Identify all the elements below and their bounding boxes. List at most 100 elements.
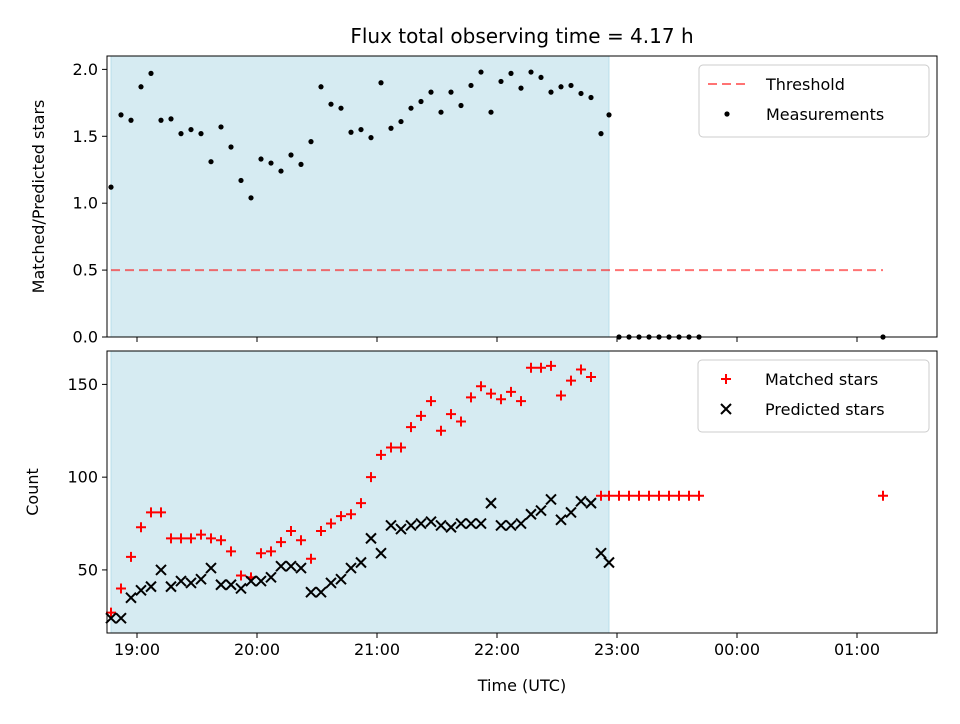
observing-window-shade: [110, 350, 610, 634]
x-tick-label: 22:00: [474, 640, 520, 659]
measurement-point: [498, 78, 504, 85]
measurement-point: [548, 89, 554, 95]
x-tick-label: 19:00: [114, 640, 160, 659]
predicted-star-point: [545, 493, 557, 506]
matched-star-point: [674, 490, 684, 501]
matched-star-point: [624, 490, 634, 501]
measurement-point: [198, 131, 204, 137]
predicted-star-point: [225, 579, 237, 591]
matched-star-point: [436, 425, 446, 436]
matched-star-point: [644, 490, 654, 501]
measurement-point: [428, 89, 434, 95]
measurement-point: [378, 80, 384, 86]
matched-star-point: [376, 449, 386, 460]
predicted-star-point: [295, 562, 307, 574]
predicted-star-point: [565, 506, 577, 519]
predicted-star-point: [525, 508, 537, 520]
legend-label: Measurements: [766, 105, 884, 124]
legend: Threshold Measurements: [698, 64, 930, 138]
predicted-star-point: [595, 547, 607, 559]
measurement-point: [328, 101, 334, 107]
x-tick-label: 21:00: [354, 640, 400, 659]
measurement-point: [108, 184, 114, 190]
measurement-point: [308, 139, 314, 145]
predicted-star-point: [445, 521, 457, 533]
predicted-star-point: [145, 580, 157, 593]
measurement-point: [528, 69, 534, 75]
matched-star-point: [366, 472, 376, 483]
plot-frame: [106, 350, 938, 634]
matched-star-point: [196, 529, 206, 540]
measurement-point: [218, 124, 224, 130]
measurement-point: [288, 152, 294, 158]
matched-star-point: [346, 509, 356, 520]
measurement-point: [178, 131, 184, 137]
panel-top: 0.0 0.5 1.0 1.5 2.0 Matched/Predicted stars Th…: [29, 55, 938, 347]
x-tick-label: 20:00: [234, 640, 280, 659]
matched-star-point: [316, 525, 326, 536]
predicted-star-point: [575, 495, 587, 507]
predicted-star-point: [485, 497, 497, 509]
matched-star-point: [664, 490, 674, 501]
matched-star-point: [556, 390, 566, 401]
matched-star-point: [426, 396, 436, 407]
predicted-star-point: [603, 556, 615, 569]
matched-star-point: [694, 490, 704, 501]
measurement-point: [148, 70, 154, 76]
matched-star-point: [406, 422, 416, 433]
matched-star-point: [476, 381, 486, 392]
measurement-point: [458, 102, 464, 109]
y-tick-label: 0.5: [73, 261, 98, 280]
panel-bottom: 50 100 150 19:00 20:00 21:00 22:00 23:00 00:00 01…: [23, 350, 938, 695]
measurement-point: [228, 144, 234, 150]
measurement-point: [388, 125, 394, 131]
predicted-star-point: [395, 523, 407, 535]
predicted-star-point: [465, 517, 477, 530]
predicted-star-point: [345, 562, 357, 574]
measurement-point: [188, 126, 194, 133]
predicted-star-point: [495, 519, 507, 532]
measurement-point: [578, 90, 584, 97]
predicted-star-point: [455, 517, 467, 530]
predicted-star-point: [515, 517, 527, 530]
y-tick-label: 1.5: [73, 127, 98, 146]
matched-star-point: [456, 416, 466, 427]
measurement-point: [348, 129, 354, 135]
matched-star-point: [684, 490, 694, 501]
legend-label: Matched stars: [765, 370, 878, 389]
y-axis-title: Count: [23, 468, 42, 516]
matched-star-point: [416, 410, 426, 421]
legend-predicted-swatch: [720, 403, 732, 415]
measurement-point: [488, 109, 494, 115]
matched-star-point: [266, 546, 276, 557]
matched-star-point: [526, 362, 536, 373]
measurement-point: [278, 168, 284, 174]
matched-star-point: [536, 362, 546, 373]
predicted-star-point: [435, 519, 447, 532]
plot-frame: [106, 55, 938, 338]
measurement-point: [118, 112, 124, 118]
predicted-star-point: [325, 577, 337, 589]
measurement-point: [478, 69, 484, 75]
matched-star-point: [286, 525, 296, 536]
matched-star-point: [356, 498, 366, 509]
measurement-point: [468, 82, 474, 89]
measurement-point: [168, 116, 174, 122]
measurement-point: [588, 94, 594, 101]
predicted-star-point: [195, 573, 207, 585]
matched-star-point: [336, 511, 346, 522]
y-tick-label: 50: [78, 560, 98, 579]
predicted-star-point: [375, 547, 387, 559]
measurement-point: [518, 85, 524, 91]
measurement-point: [606, 112, 612, 118]
matched-star-point: [386, 442, 396, 453]
measurement-point: [318, 84, 324, 90]
measurement-point: [508, 70, 514, 76]
matched-star-point: [486, 388, 496, 399]
measurement-point: [568, 82, 574, 89]
matched-star-point: [586, 371, 596, 382]
matched-star-point: [156, 507, 166, 518]
predicted-star-point: [405, 519, 417, 532]
predicted-star-point: [285, 560, 297, 572]
matched-star-point: [296, 535, 306, 546]
